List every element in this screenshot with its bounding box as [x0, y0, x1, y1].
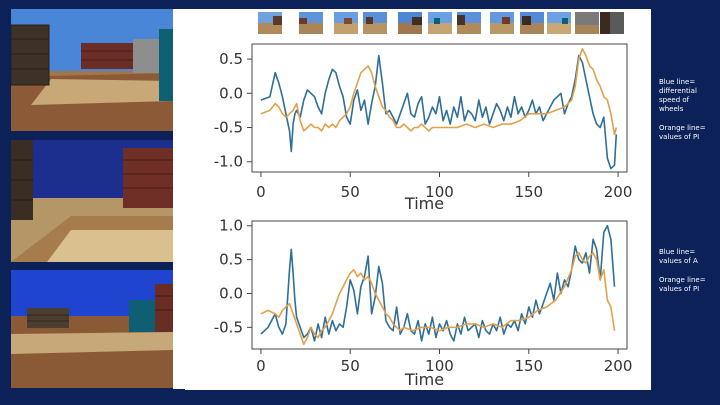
x-tick-label: 150	[514, 357, 543, 375]
note-line: speed of	[659, 96, 690, 104]
frame-thumbnail	[334, 12, 358, 34]
series-line	[260, 54, 618, 170]
y-tick-label: 0.0	[219, 284, 243, 302]
scene-image-1	[11, 9, 173, 131]
note-line: Blue line=	[659, 248, 696, 256]
frame-thumbnail	[363, 12, 387, 34]
x-axis-label: Time	[404, 194, 444, 213]
frame-thumbnail	[428, 12, 452, 34]
side-note-top: Blue line= differential speed of wheels …	[659, 78, 715, 142]
frame-thumbnail	[600, 12, 624, 34]
frame-thumbnail	[575, 12, 599, 34]
scene-image-3	[11, 270, 173, 388]
side-note-bottom: Blue line= values of A Orange line= valu…	[659, 248, 715, 294]
x-axis-label: Time	[404, 370, 444, 389]
y-tick-label: 0.0	[219, 84, 243, 102]
note-line: values of A	[659, 257, 698, 265]
series-line	[260, 252, 616, 346]
plot-frame	[251, 220, 628, 350]
x-tick-label: 0	[256, 357, 266, 375]
note-line: Orange line=	[659, 276, 706, 284]
y-tick-label: -0.5	[214, 119, 243, 137]
x-tick-label: 50	[341, 183, 360, 201]
x-tick-label: 100	[425, 357, 454, 375]
y-tick-label: -0.5	[214, 318, 243, 336]
frame-thumbnail	[398, 12, 422, 34]
y-tick-label: -1.0	[214, 153, 243, 171]
note-line: values of PI	[659, 133, 700, 141]
note-line: values of PI	[659, 285, 700, 293]
x-tick-label: 200	[604, 183, 633, 201]
note-line: differential	[659, 87, 697, 95]
frame-thumbnail	[299, 12, 323, 34]
x-tick-label: 150	[514, 183, 543, 201]
note-line: wheels	[659, 105, 684, 113]
divider-strip	[173, 9, 185, 389]
y-tick-label: 0.5	[219, 251, 243, 269]
frame-thumbnail	[520, 12, 544, 34]
x-tick-label: 200	[604, 357, 633, 375]
frame-thumbnail	[258, 12, 282, 34]
y-tick-label: 0.5	[219, 50, 243, 68]
scene-image-2	[11, 140, 173, 262]
x-tick-label: 100	[425, 183, 454, 201]
series-line	[260, 47, 618, 136]
note-line: Orange line=	[659, 124, 706, 132]
x-tick-label: 0	[256, 183, 266, 201]
note-line: Blue line=	[659, 78, 696, 86]
plot-panel: 0 50 100 150 200 0.5 0.0 -0.5 -1.0 Time 0 50 100 150 2…	[185, 9, 651, 390]
charts-canvas: 0 50 100 150 200 0.5 0.0 -0.5 -1.0 Time 0 50 100 150 2…	[214, 43, 633, 389]
frame-thumbnail	[547, 12, 571, 34]
y-tick-label: 1.0	[219, 217, 243, 235]
frame-thumbnail	[457, 12, 481, 34]
series-line	[260, 224, 616, 342]
frame-thumbnail	[490, 12, 514, 34]
x-tick-label: 50	[341, 357, 360, 375]
plot-frame	[251, 43, 628, 173]
